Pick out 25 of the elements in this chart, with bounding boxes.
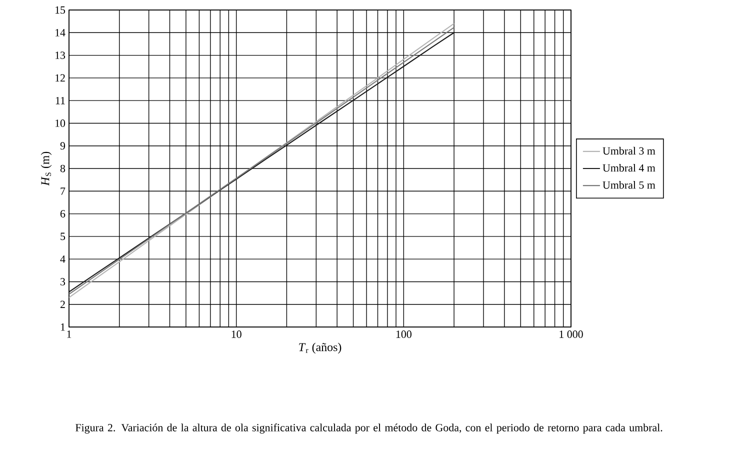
y-tick-label: 4 — [60, 255, 66, 263]
y-tick-label: 6 — [60, 210, 66, 218]
y-tick-label: 9 — [60, 142, 66, 150]
legend-label: Umbral 3 m — [602, 146, 656, 155]
y-tick-label: 11 — [56, 96, 65, 104]
y-axis-title: H$_{S}$ (m) — [40, 152, 52, 186]
x-tick-label: 10 — [232, 330, 242, 338]
y-tick-label: 3 — [60, 278, 66, 286]
y-tick-label: 10 — [55, 120, 66, 127]
y-tick-label: 12 — [55, 74, 65, 82]
y-tick-label: 15 — [55, 6, 66, 14]
y-tick-label: 7 — [60, 188, 66, 195]
y-tick-label: 8 — [60, 164, 66, 172]
text: Figura 2. Variación de la altura de ola significativa calculada por el método de Goda, con el periodo de retorno para cada umbral. — [76, 424, 662, 434]
y-tick-label: 14 — [55, 29, 66, 36]
x-tick-label: 1 — [67, 330, 72, 338]
x-axis-title: T$_{r}$ (años) — [299, 342, 342, 354]
x-tick-label: 100 — [396, 330, 412, 338]
y-tick-label: 2 — [60, 300, 65, 308]
y-tick-label: 1 — [60, 323, 65, 331]
x-tick-label: 1 000 — [560, 330, 583, 338]
y-tick-label: 13 — [55, 52, 66, 59]
legend-label: Umbral 5 m — [602, 181, 656, 189]
y-tick-label: 5 — [60, 232, 66, 240]
legend-label: Umbral 4 m — [602, 164, 656, 172]
